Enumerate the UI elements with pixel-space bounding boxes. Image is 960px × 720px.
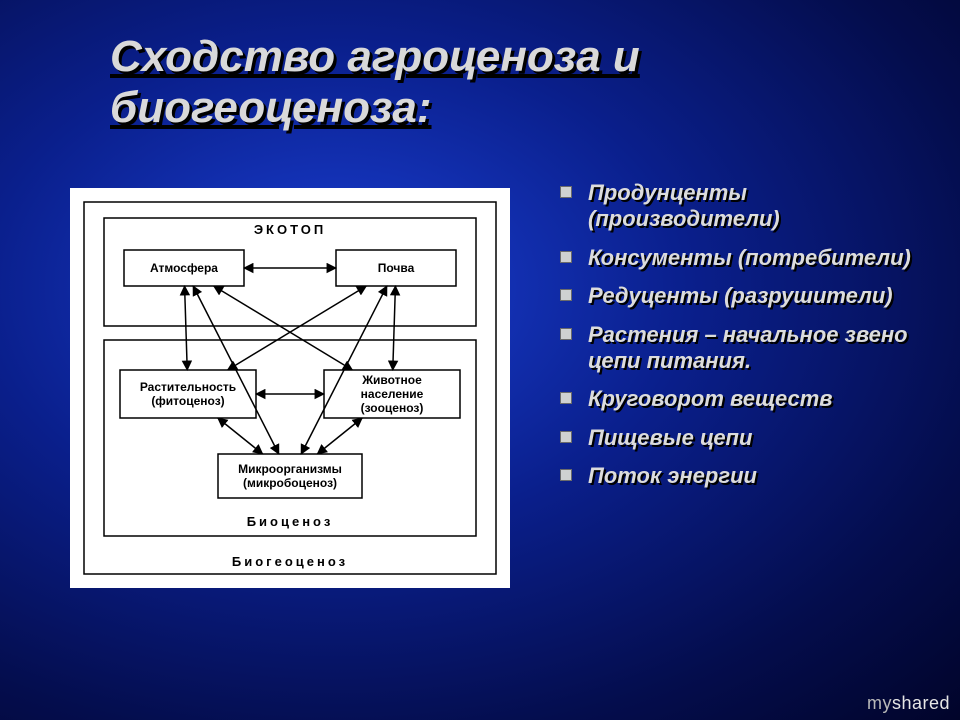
svg-text:Биоценоз: Биоценоз: [247, 514, 334, 529]
list-item: Консументы (потребители)Консументы (потр…: [560, 245, 920, 271]
svg-text:(фитоценоз): (фитоценоз): [151, 394, 224, 408]
bullet-text: Пищевые цепи: [588, 425, 752, 450]
list-item: Поток энергииПоток энергии: [560, 463, 920, 489]
bullet-text: Редуценты (разрушители): [588, 283, 893, 308]
bullet-square-icon: [560, 186, 572, 198]
list-item: Пищевые цепиПищевые цепи: [560, 425, 920, 451]
svg-text:ЭКОТОП: ЭКОТОП: [254, 222, 326, 237]
svg-text:Животное: Животное: [361, 373, 422, 387]
bullet-text: Поток энергии: [588, 463, 757, 488]
svg-text:Почва: Почва: [378, 261, 415, 275]
watermark-right: shared: [892, 693, 950, 713]
svg-text:население: население: [361, 387, 424, 401]
watermark: myshared: [867, 693, 950, 714]
bullet-square-icon: [560, 431, 572, 443]
bullet-square-icon: [560, 469, 572, 481]
svg-text:Атмосфера: Атмосфера: [150, 261, 218, 275]
list-item: Круговорот веществКруговорот веществ: [560, 386, 920, 412]
svg-text:(зооценоз): (зооценоз): [361, 401, 424, 415]
list-item: Редуценты (разрушители)Редуценты (разруш…: [560, 283, 920, 309]
svg-text:Растительность: Растительность: [140, 380, 236, 394]
list-item: Продунценты (производители)Продунценты (…: [560, 180, 920, 233]
svg-text:Биогеоценоз: Биогеоценоз: [232, 554, 348, 569]
bullet-list: Продунценты (производители)Продунценты (…: [560, 180, 920, 502]
svg-text:(микробоценоз): (микробоценоз): [243, 476, 337, 490]
bullet-square-icon: [560, 289, 572, 301]
page-title: Сходство агроценоза и биогеоценоза: Сход…: [110, 32, 960, 133]
svg-text:Микроорганизмы: Микроорганизмы: [238, 462, 342, 476]
diagram-svg: ЭКОТОП Биоценоз Биогеоценоз Атмосфера Почва Р…: [70, 188, 510, 588]
bullet-square-icon: [560, 251, 572, 263]
list-item: Растения – начальное звено цепи питания.…: [560, 322, 920, 375]
bullet-text: Круговорот веществ: [588, 386, 833, 411]
bullet-text: Консументы (потребители): [588, 245, 911, 270]
watermark-left: my: [867, 693, 892, 713]
bullet-square-icon: [560, 328, 572, 340]
bullet-square-icon: [560, 392, 572, 404]
ecosystem-diagram: ЭКОТОП Биоценоз Биогеоценоз Атмосфера Почва Р…: [70, 188, 510, 588]
